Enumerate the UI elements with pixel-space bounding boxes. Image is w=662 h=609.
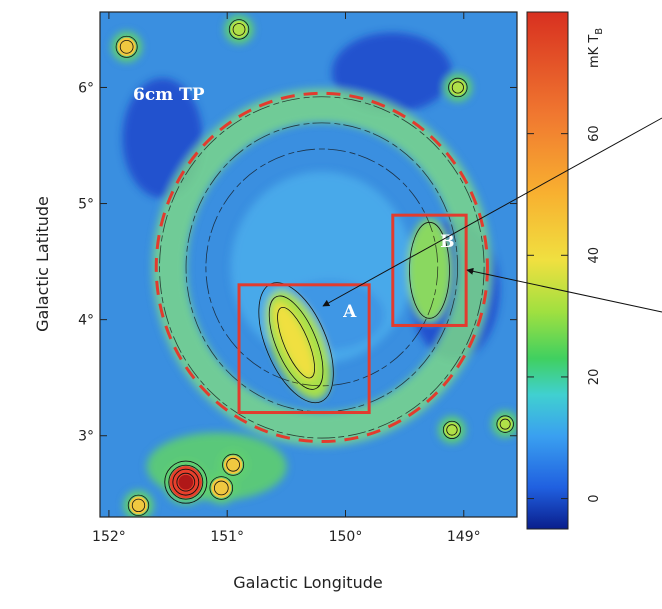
source-contour xyxy=(176,472,196,492)
source-contour xyxy=(172,468,200,496)
ridge-contour xyxy=(277,306,315,379)
x-tick-label: 149° xyxy=(447,529,481,545)
source-contour xyxy=(451,81,464,94)
low-emission-patch xyxy=(331,32,452,113)
map-label: 6cm TP xyxy=(133,85,205,105)
colorbar-tick-label: 60 xyxy=(587,125,602,142)
map-frame xyxy=(99,11,518,518)
region-b-emission xyxy=(407,218,452,323)
shell-contour xyxy=(159,96,485,439)
region-a-box xyxy=(237,283,371,415)
y-tick-label: 4° xyxy=(78,313,94,329)
x-tick-label: 150° xyxy=(329,529,363,545)
arrow-to-region-b xyxy=(466,267,662,313)
source-contour xyxy=(209,476,234,500)
compact-source-core xyxy=(178,474,194,490)
source-contour xyxy=(164,460,208,504)
colorbar-label: mK TB xyxy=(587,28,605,68)
region-b-label: B xyxy=(440,232,454,252)
remnant-circle xyxy=(154,91,489,444)
y-tick-label: 5° xyxy=(78,197,94,213)
source-contour xyxy=(496,415,514,433)
annotation-arrows xyxy=(322,117,662,313)
ridge-contour xyxy=(268,295,324,390)
source-contour xyxy=(448,77,468,98)
arrow-to-region-a xyxy=(322,117,662,307)
map-panel xyxy=(100,12,517,517)
shell-contour xyxy=(205,148,439,387)
colorbar-label-text: mK T xyxy=(587,35,602,68)
region-b-box xyxy=(391,213,468,327)
y-tick-label: 6° xyxy=(78,80,94,96)
y-tick-label: 3° xyxy=(78,429,94,445)
x-tick-label: 151° xyxy=(210,529,244,545)
x-axis: 152° 151° 150° 149° xyxy=(92,12,481,545)
source-contour xyxy=(222,453,245,476)
source-contour xyxy=(115,35,138,58)
source-contour xyxy=(232,23,246,36)
colorbar-label-subscript: B xyxy=(594,28,605,35)
ridge-a-inner xyxy=(273,301,315,380)
region-a-label: A xyxy=(342,302,357,322)
colorbar-tick-label: 20 xyxy=(587,369,602,386)
colorbar-tick-label: 0 xyxy=(587,494,602,502)
source-contour xyxy=(119,39,134,54)
source-contour xyxy=(226,457,240,472)
colorbar xyxy=(526,11,569,530)
source-contour xyxy=(499,418,511,430)
region-b-contour xyxy=(409,221,450,319)
colorbar-tick-group: 0 xyxy=(587,494,602,502)
x-axis-label: Galactic Longitude xyxy=(233,573,382,592)
source-contour xyxy=(127,494,150,517)
x-tick-label: 152° xyxy=(92,529,126,545)
y-axis-label: Galactic Latitude xyxy=(33,196,52,332)
source-contour xyxy=(228,19,250,40)
colorbar-tick-group: 40 xyxy=(587,247,602,264)
source-contour xyxy=(168,464,204,500)
colorbar-ticks: 0 20 40 60 xyxy=(527,125,602,503)
colorbar-tick-group: 20 xyxy=(587,369,602,386)
overlay-layer: AB xyxy=(154,91,489,444)
source-contour xyxy=(213,480,229,496)
svg-text:mK TB: mK TB xyxy=(587,28,605,68)
source-contour xyxy=(446,424,458,436)
y-axis: 3° 4° 5° 6° xyxy=(78,80,517,445)
source-contour xyxy=(442,420,461,439)
colorbar-tick-label: 40 xyxy=(587,247,602,264)
source-contour xyxy=(131,498,146,513)
shell-emission xyxy=(152,88,492,447)
colorbar-tick-group: 60 xyxy=(587,125,602,142)
